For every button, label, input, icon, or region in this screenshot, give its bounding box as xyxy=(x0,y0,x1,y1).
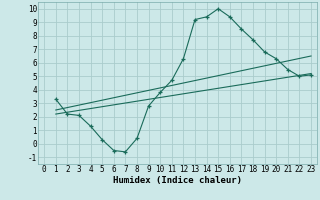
X-axis label: Humidex (Indice chaleur): Humidex (Indice chaleur) xyxy=(113,176,242,185)
